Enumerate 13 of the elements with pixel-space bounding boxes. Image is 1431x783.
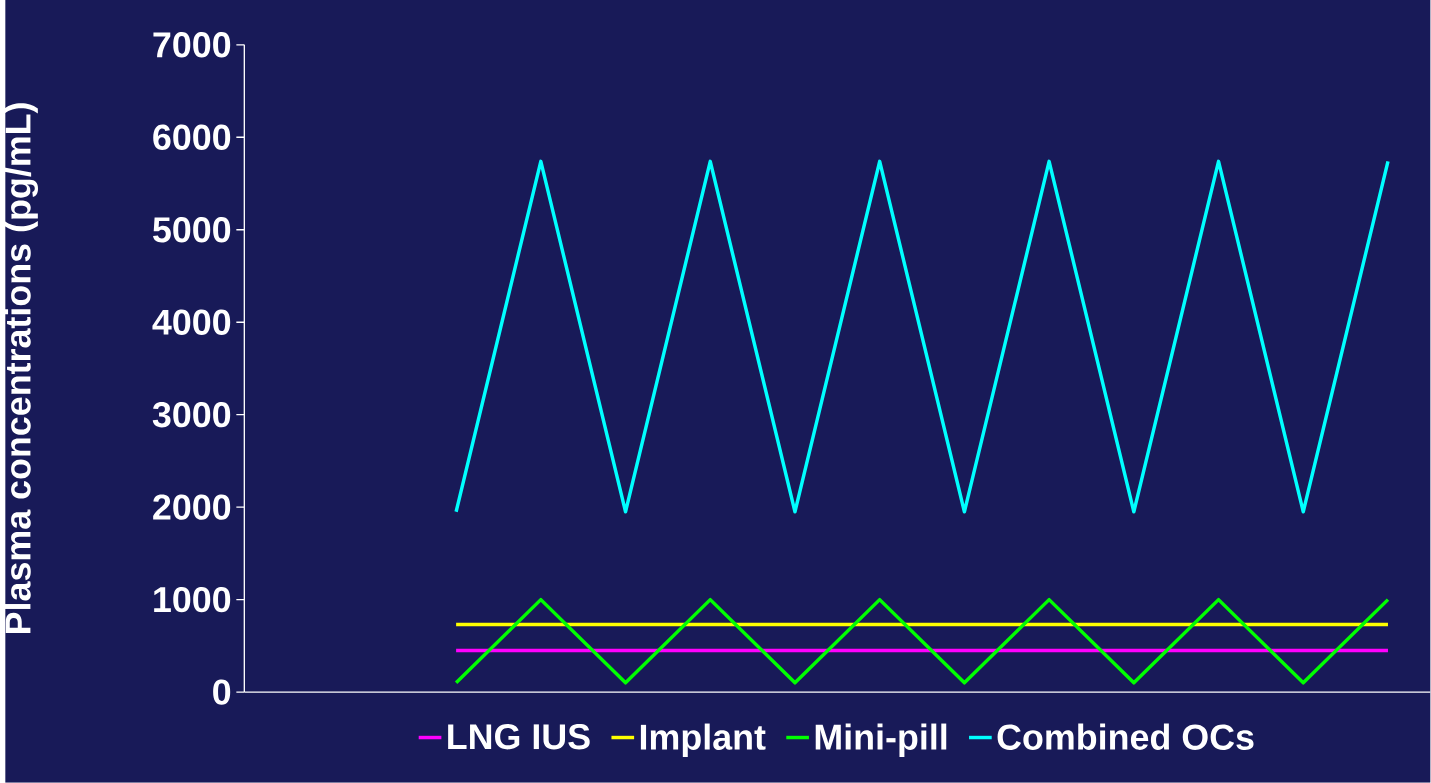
y-tick-label: 2000 [153, 494, 231, 520]
y-tick-label: 3000 [152, 402, 231, 428]
y-tick-label: 6000 [153, 124, 231, 151]
y-tick-label: 1000 [154, 587, 231, 613]
y-axis-title: Plasma concentrations (pg/mL) [4, 103, 39, 634]
legend-label: Implant [640, 723, 766, 758]
y-tick-label: 0 [213, 679, 231, 705]
legend-label: Combined OCs [997, 723, 1254, 751]
y-tick-label: 4000 [152, 309, 231, 336]
legend-label: LNG IUS [448, 724, 590, 750]
legend-label: Mini-pill [815, 723, 947, 758]
y-tick-label: 7000 [153, 32, 231, 58]
y-tick-label: 5000 [153, 217, 231, 243]
